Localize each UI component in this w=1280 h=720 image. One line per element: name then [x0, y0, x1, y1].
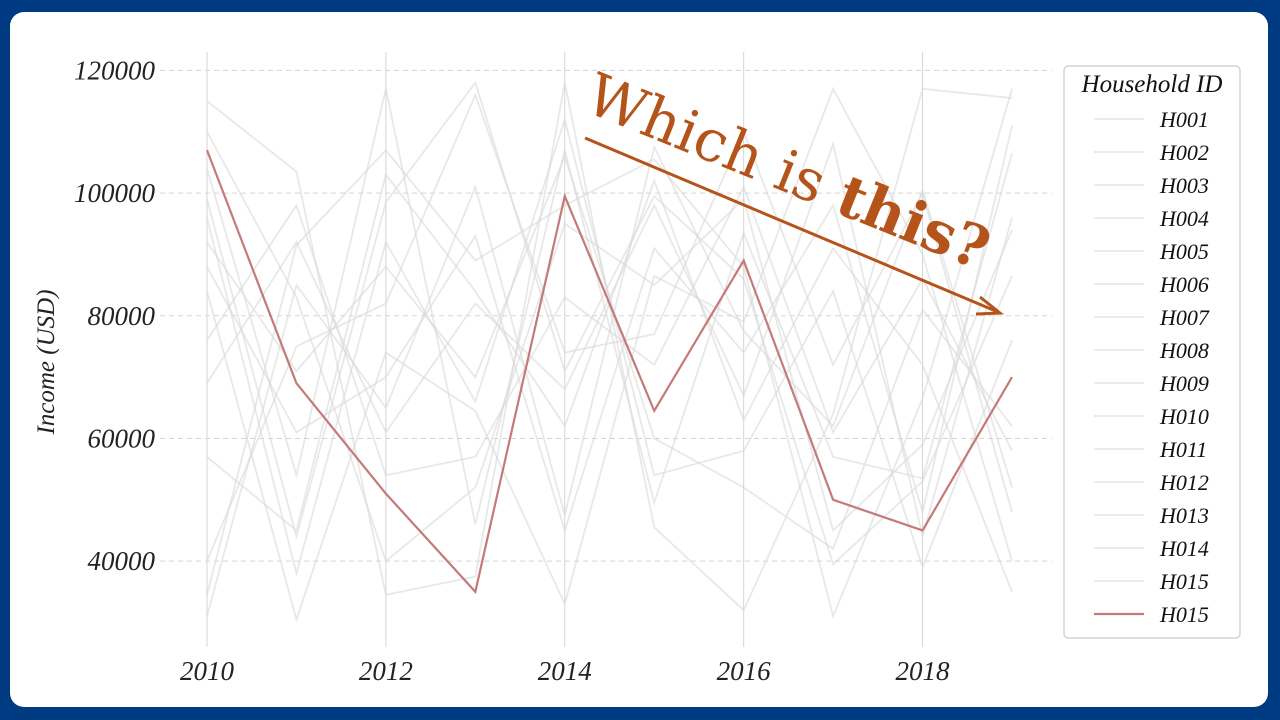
legend-label: H014 — [1159, 536, 1209, 561]
legend: Household ID H001H002H003H004H005H006H00… — [1063, 65, 1241, 639]
legend-item: H005 — [1094, 239, 1209, 264]
legend-label: H015 — [1159, 569, 1209, 594]
legend-box — [1063, 65, 1241, 639]
x-axis-ticks: 2010 2012 2014 2016 2018 — [180, 656, 950, 686]
series-line-h009 — [206, 92, 1013, 562]
series-line-h003 — [206, 80, 1013, 566]
series-line-h014 — [206, 116, 1013, 577]
line-chart: 2010 2012 2014 2016 2018 40000 60000 80000 1000… — [33, 52, 1241, 686]
legend-item: H002 — [1094, 140, 1209, 165]
legend-label: H007 — [1159, 305, 1210, 330]
x-tick-label: 2018 — [896, 656, 951, 686]
legend-label: H008 — [1159, 338, 1209, 363]
legend-label: H006 — [1159, 272, 1209, 297]
legend-item: H007 — [1094, 305, 1210, 330]
y-tick-label: 100000 — [74, 178, 156, 208]
series-line-highlight-h015 — [205, 149, 1013, 595]
legend-label: H001 — [1159, 107, 1209, 132]
legend-label: H004 — [1159, 206, 1209, 231]
legend-item: H011 — [1094, 437, 1207, 462]
legend-item: H015 — [1094, 602, 1209, 627]
annotation-arrow-head — [975, 295, 1005, 316]
legend-label: H013 — [1159, 503, 1209, 528]
series-line-h006 — [206, 88, 1013, 525]
legend-label: H005 — [1159, 239, 1209, 264]
x-tick-label: 2014 — [538, 656, 592, 686]
legend-label: H009 — [1159, 371, 1209, 396]
y-tick-label: 80000 — [88, 301, 156, 331]
legend-title: Household ID — [1081, 71, 1223, 98]
legend-label: H002 — [1159, 140, 1209, 165]
legend-item: H001 — [1094, 107, 1209, 132]
legend-label: H012 — [1159, 470, 1209, 495]
x-tick-label: 2016 — [717, 656, 772, 686]
series-line-h002 — [206, 88, 1013, 620]
legend-item: H010 — [1094, 404, 1209, 429]
annotation-text-bold: this? — [828, 161, 1000, 283]
x-tick-label: 2010 — [180, 656, 235, 686]
legend-label: H003 — [1159, 173, 1209, 198]
series-lines — [205, 80, 1013, 623]
legend-item: H006 — [1094, 272, 1209, 297]
series-line-h001 — [206, 82, 1013, 612]
x-tick-label: 2012 — [359, 656, 413, 686]
series-line-h004 — [206, 86, 1013, 623]
y-tick-label: 60000 — [88, 423, 156, 453]
y-axis-ticks: 40000 60000 80000 100000 120000 — [74, 55, 156, 576]
series-line-h013 — [206, 184, 1013, 477]
y-tick-label: 120000 — [74, 55, 156, 85]
legend-item: H015 — [1094, 569, 1209, 594]
legend-label: H015 — [1159, 602, 1209, 627]
legend-label: H011 — [1159, 437, 1207, 462]
legend-label: H010 — [1159, 404, 1209, 429]
legend-item: H009 — [1094, 371, 1209, 396]
legend-item: H004 — [1094, 206, 1209, 231]
legend-item: H014 — [1094, 536, 1209, 561]
legend-items: H001 H002 H003 H004 H005 H006 H007 H008 H009 H010… — [1094, 107, 1210, 627]
series-line-h010 — [206, 131, 1013, 563]
legend-item: H003 — [1094, 173, 1209, 198]
annotation-text: Which is this? — [577, 60, 999, 283]
y-tick-label: 40000 — [88, 546, 156, 576]
legend-item: H012 — [1094, 470, 1209, 495]
legend-item: H008 — [1094, 338, 1209, 363]
annotation-arrow-shaft — [584, 136, 999, 314]
chart-card: 2010 2012 2014 2016 2018 40000 60000 80000 1000… — [10, 12, 1268, 707]
annotation-text-regular: Which is — [577, 60, 853, 224]
legend-item: H013 — [1094, 503, 1209, 528]
y-axis-label: Income (USD) — [33, 289, 60, 435]
